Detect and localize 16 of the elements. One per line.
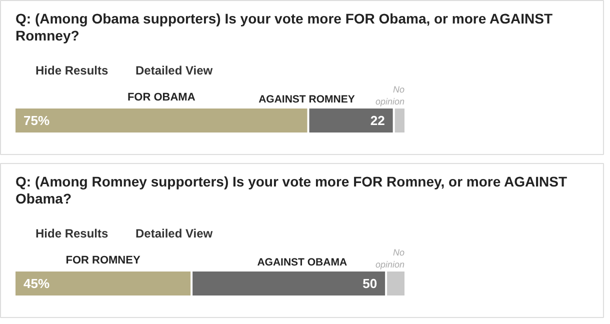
series-label: No opinion bbox=[375, 84, 405, 106]
text: Detailed View bbox=[136, 226, 214, 240]
series-label: FOR OBAMA bbox=[127, 92, 196, 104]
data-label: 22 bbox=[370, 113, 385, 128]
text: Hide Results bbox=[36, 226, 109, 240]
series-label: No opinion bbox=[375, 248, 405, 270]
chart-title: Q: (Among Obama supporters) Is your vote more FOR Obama, or more AGAINST Romney? bbox=[16, 10, 553, 44]
data-label: 45% bbox=[24, 276, 50, 291]
series-label: AGAINST ROMNEY bbox=[258, 94, 355, 106]
text: Hide Results bbox=[36, 64, 109, 78]
chart-title: Q: (Among Romney supporters) Is your vote more FOR Romney, or more AGAINST Obama? bbox=[16, 174, 568, 206]
data-label: 50 bbox=[362, 276, 378, 291]
series-label: FOR ROMNEY bbox=[66, 254, 141, 266]
text: Detailed View bbox=[136, 64, 214, 78]
data-label: 75% bbox=[24, 113, 50, 128]
series-label: AGAINST OBAMA bbox=[257, 256, 348, 268]
